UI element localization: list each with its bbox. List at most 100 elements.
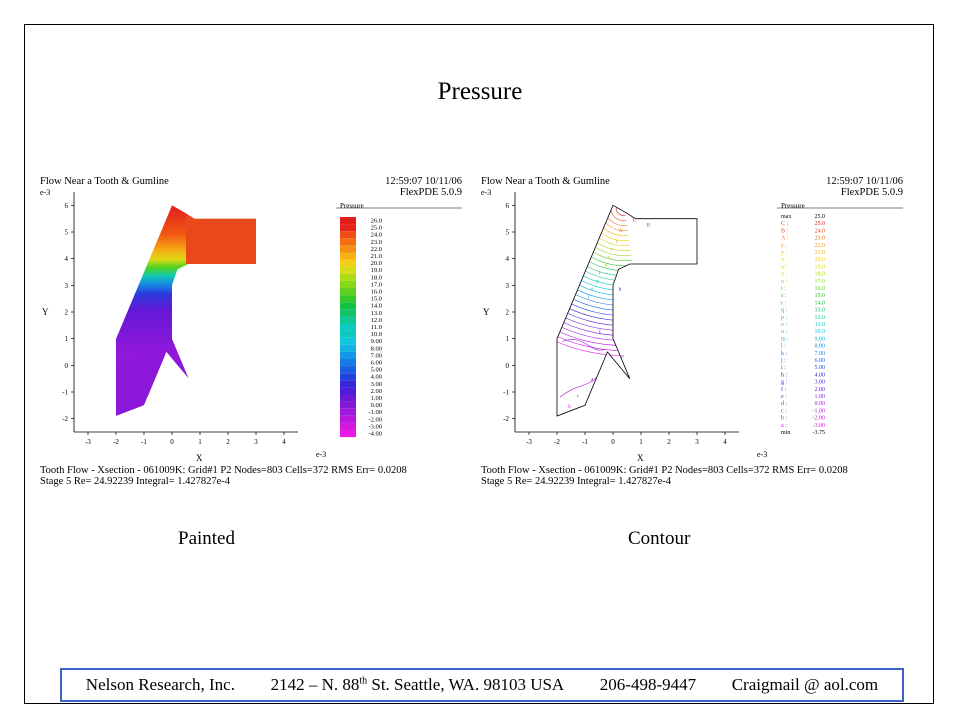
legend-value: 21.0 (815, 250, 826, 256)
legend-key: w : (781, 264, 789, 270)
y-tick-label: -1 (62, 389, 68, 397)
legend-title: Pressure (340, 202, 364, 210)
color-bar-swatch (340, 387, 356, 395)
y-tick-label: -1 (503, 389, 509, 397)
contour-line (557, 207, 647, 351)
x-tick-label: -3 (526, 438, 532, 446)
contour-level-letter: l (588, 295, 590, 301)
legend-value: 16.0 (815, 286, 826, 292)
x-tick-label: -1 (141, 438, 147, 446)
contour-level-letter: c (577, 393, 580, 399)
color-bar-label: 7.00 (371, 352, 382, 359)
color-bar-swatch (340, 344, 356, 352)
contour-line (615, 207, 626, 216)
painted-low-zone (139, 347, 172, 400)
color-bar-label: -1.00 (368, 409, 382, 416)
color-bar-label: 10.0 (371, 331, 382, 338)
phone-number: 206-498-9447 (599, 675, 697, 694)
email-address: Craigmail @ aol.com (731, 675, 879, 694)
color-bar-swatch (340, 394, 356, 402)
color-bar-label: 12.0 (371, 317, 382, 324)
x-axis-label: X (196, 453, 203, 463)
color-bar-label: 3.00 (371, 381, 382, 388)
y-tick-label: 2 (65, 309, 69, 317)
legend-value: 19.0 (815, 264, 826, 270)
color-bar-label: 8.00 (371, 345, 382, 352)
legend-key: n : (781, 329, 788, 335)
color-bar-label: -3.00 (368, 423, 382, 430)
legend-value: 5.00 (815, 365, 826, 371)
color-bar-label: 0.00 (371, 402, 382, 409)
y-tick-label: 0 (506, 362, 510, 370)
slide-frame (24, 24, 934, 704)
color-bar-label: 17.0 (371, 281, 382, 288)
contour-level-letter: e (621, 353, 624, 359)
contour-level-letter: o (591, 287, 594, 293)
contour-line (557, 207, 642, 316)
contour-level-letter: u (605, 263, 608, 269)
legend-key: min (781, 430, 790, 436)
legend-key: m : (781, 336, 789, 342)
color-bar-swatch (340, 252, 356, 260)
legend-value: 22.0 (815, 243, 826, 249)
legend-value: 0.00 (815, 401, 826, 407)
color-bar-swatch (340, 224, 356, 232)
y-axis-label: Y (42, 307, 49, 317)
legend-value: 8.00 (815, 344, 826, 350)
legend-key: d : (781, 401, 788, 407)
legend-value: 25.0 (815, 221, 826, 227)
y-tick-label: 0 (65, 362, 69, 370)
legend-value: 25.0 (815, 214, 826, 220)
legend-value: 23.0 (815, 236, 826, 242)
color-bar-label: 1.00 (371, 395, 382, 402)
color-bar-swatch (340, 316, 356, 324)
legend-value: -3.75 (813, 430, 826, 436)
color-bar-swatch (340, 415, 356, 423)
legend-value: 1.00 (815, 394, 826, 400)
legend-key: s : (781, 293, 787, 299)
color-bar-swatch (340, 359, 356, 367)
color-bar-swatch (340, 302, 356, 310)
color-bar-swatch (340, 245, 356, 253)
x-axis-label: X (637, 453, 644, 463)
contour-level-letter: f (599, 328, 601, 335)
x-tick-label: 0 (611, 438, 615, 446)
x-axis-exponent: e-3 (316, 450, 327, 459)
color-bar-swatch (340, 295, 356, 303)
color-bar-swatch (340, 273, 356, 281)
legend-key: p : (781, 315, 788, 321)
contour-line (562, 339, 605, 351)
color-bar-label: 23.0 (371, 239, 382, 246)
plot-header-version: FlexPDE 5.0.9 (840, 187, 903, 198)
legend-key: x : (781, 257, 788, 263)
y-axis-label: Y (483, 307, 490, 317)
legend-value: 14.0 (815, 300, 826, 306)
legend-key: A : (781, 236, 789, 242)
legend-key: c : (781, 408, 787, 414)
contour-line (557, 207, 641, 311)
domain-outline (556, 204, 698, 417)
contour-line (557, 207, 644, 331)
legend-value: 11.0 (815, 322, 825, 328)
painted-plot: -3 -2 -1 0 1 2 3 4 -2 -1 0 1 2 3 4 5 6 26.0 25.0 24.0 23.0 22… (36, 170, 466, 488)
x-tick-label: 1 (198, 438, 202, 446)
legend-value: 20.0 (815, 257, 826, 263)
y-tick-label: 3 (65, 282, 69, 290)
legend-value: 3.00 (815, 380, 826, 386)
y-tick-label: -2 (62, 415, 68, 423)
color-bar-label: 24.0 (371, 232, 382, 239)
x-axis-exponent: e-3 (757, 450, 768, 459)
contour-level-letter: b (568, 404, 571, 410)
legend-key: l : (781, 344, 786, 350)
address-city: St. Seattle, WA. 98103 USA (367, 675, 565, 694)
contour-line (584, 207, 631, 246)
x-tick-label: 0 (170, 438, 174, 446)
color-bar-swatch (340, 380, 356, 388)
legend-value: 17.0 (815, 279, 826, 285)
contour-level-letter: A (619, 228, 623, 234)
color-bar-label: 11.0 (371, 324, 382, 331)
legend-key: q : (781, 308, 788, 314)
plot-footer-line1: Tooth Flow - Xsection - 061009K: Grid#1 … (481, 465, 848, 476)
color-bar-swatch (340, 430, 356, 438)
painted-gum-region (186, 216, 256, 264)
